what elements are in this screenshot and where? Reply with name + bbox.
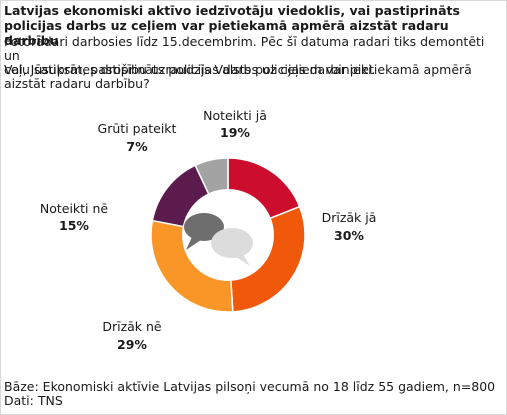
speech-bubbles-icon — [182, 189, 274, 281]
slice-value-noteikti-ja: 19% — [220, 125, 250, 140]
chart-footer: Bāze: Ekonomiski aktīvie Latvijas pilsoņ… — [4, 380, 502, 408]
slice-value-noteikti-ne: 15% — [59, 218, 89, 233]
chart-title: Latvijas ekonomiski aktīvo iedzīvotāju v… — [4, 3, 460, 48]
footer-base: Bāze: Ekonomiski aktīvie Latvijas pilsoņ… — [4, 379, 496, 394]
donut-slices — [150, 157, 306, 313]
slice-label-noteikti-ne: Noteikti nē — [40, 201, 109, 216]
survey-question: Vai, Jūsuprāt, pastiprināts policijas da… — [4, 63, 502, 91]
slice-value-drizak-ne: 29% — [117, 337, 147, 352]
slice-label-drizak-ja: Drīzāk jā — [322, 210, 377, 225]
speech-bubble-light-icon — [211, 228, 253, 266]
slice-label-gruti-pateikt: Grūti pateikt — [98, 121, 177, 136]
slice-label-drizak-ne: Drīzāk nē — [102, 319, 162, 334]
question-line-1: Vai, Jūsuprāt, pastiprināts policijas da… — [4, 62, 472, 77]
subtitle-line-2: ceļu satiksmes drošību uzraudzīs Valsts … — [4, 62, 376, 77]
speech-bubble-dark-icon — [184, 213, 224, 250]
slice-value-drizak-ja: 30% — [334, 228, 364, 243]
question-line-2: aizstāt radaru darbību? — [4, 76, 150, 91]
slice-label-noteikti-ja: Noteikti jā — [203, 108, 267, 123]
footer-source: Dati: TNS — [4, 393, 63, 408]
donut-chart: Noteikti jā 19% Drīzāk jā 30% Drīzāk nē … — [40, 108, 377, 352]
subtitle-line-1: Fotoradari darbosies līdz 15.decembrim. … — [4, 34, 485, 63]
slice-value-gruti-pateikt: 7% — [126, 139, 148, 154]
chart-subtitle: Fotoradari darbosies līdz 15.decembrim. … — [4, 35, 502, 77]
